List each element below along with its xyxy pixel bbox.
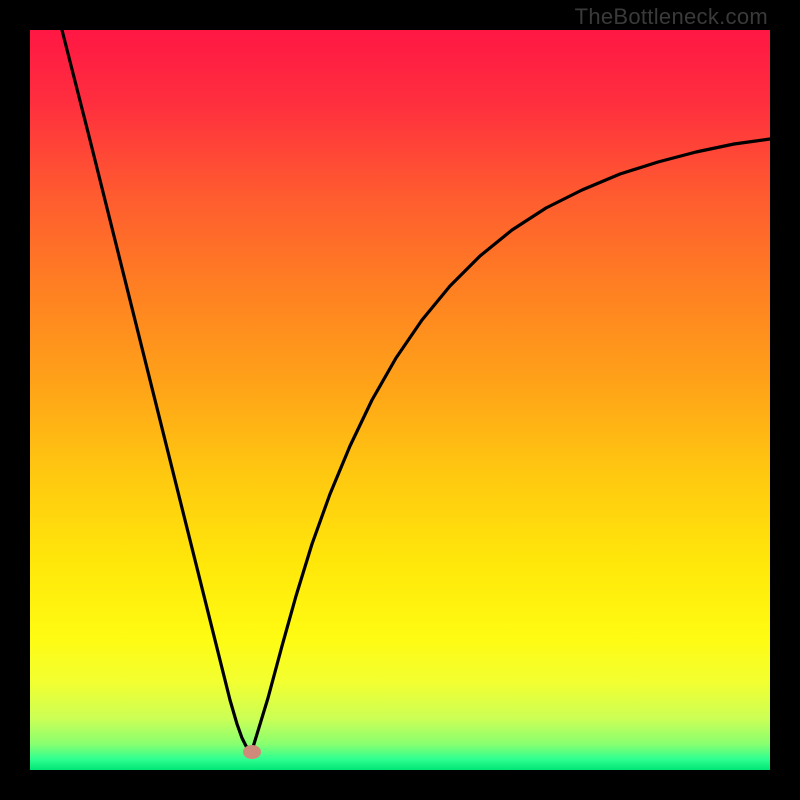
chart-container: TheBottleneck.com (0, 0, 800, 800)
optimal-point-marker (243, 745, 261, 759)
curve-layer (0, 0, 800, 800)
bottleneck-curve (62, 30, 770, 751)
